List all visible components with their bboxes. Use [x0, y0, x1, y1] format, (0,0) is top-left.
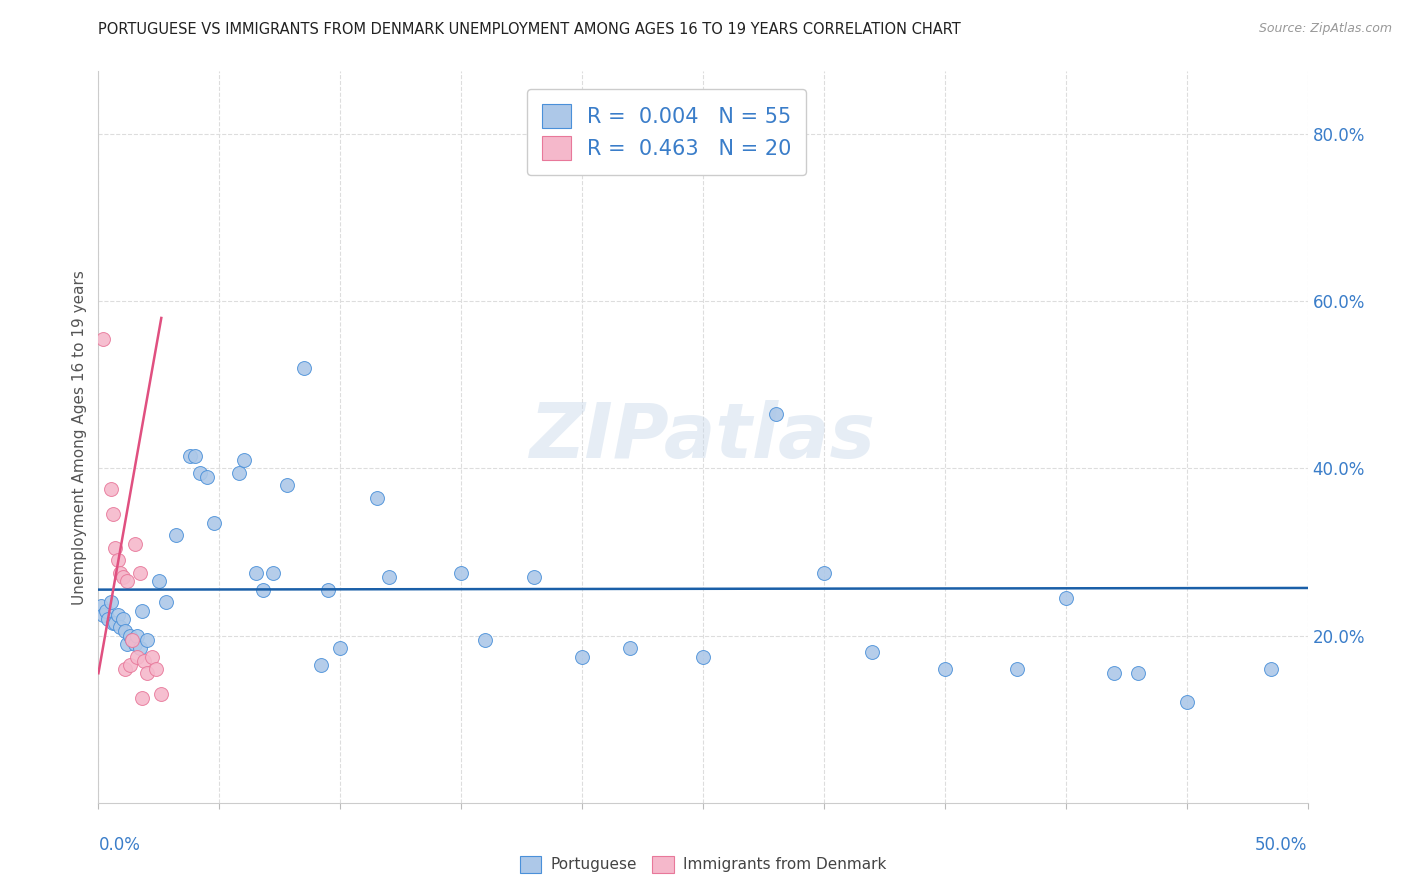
Text: Source: ZipAtlas.com: Source: ZipAtlas.com: [1258, 22, 1392, 36]
Point: [104, 616, 127, 631]
Point: [127, 649, 149, 664]
Point: [91, 607, 114, 622]
Point: [165, 528, 187, 542]
Point: [118, 629, 141, 643]
Point: [121, 632, 143, 647]
Point: [228, 466, 250, 480]
Y-axis label: Unemployment Among Ages 16 to 19 years: Unemployment Among Ages 16 to 19 years: [72, 269, 87, 605]
Point: [111, 612, 134, 626]
Point: [141, 649, 163, 664]
Point: [195, 470, 218, 484]
Point: [292, 361, 315, 376]
Point: [150, 687, 173, 701]
Point: [108, 566, 131, 580]
Point: [117, 574, 139, 589]
Point: [131, 691, 153, 706]
Point: [813, 566, 835, 580]
Point: [114, 662, 136, 676]
Point: [765, 407, 787, 421]
Point: [100, 595, 122, 609]
Point: [148, 574, 170, 589]
Point: [1260, 662, 1282, 676]
Point: [118, 657, 141, 672]
Point: [377, 570, 399, 584]
Point: [155, 595, 177, 609]
Point: [1175, 696, 1198, 710]
Point: [934, 662, 956, 676]
Point: [245, 566, 267, 580]
Point: [262, 566, 284, 580]
Point: [111, 570, 134, 584]
Point: [94, 603, 117, 617]
Point: [135, 632, 157, 647]
Point: [179, 449, 201, 463]
Point: [104, 541, 127, 555]
Point: [523, 570, 546, 584]
Point: [474, 632, 496, 647]
Point: [571, 649, 593, 664]
Point: [101, 508, 124, 522]
Point: [108, 620, 131, 634]
Point: [276, 478, 298, 492]
Text: 50.0%: 50.0%: [1256, 836, 1308, 854]
Point: [184, 449, 207, 463]
Point: [101, 616, 124, 631]
Point: [145, 662, 167, 676]
Point: [204, 516, 226, 530]
Point: [450, 566, 472, 580]
Text: ZIPatlas: ZIPatlas: [530, 401, 876, 474]
Point: [121, 632, 143, 647]
Point: [124, 536, 146, 550]
Point: [860, 645, 883, 659]
Point: [90, 599, 112, 614]
Point: [124, 637, 146, 651]
Point: [107, 607, 129, 622]
Point: [134, 654, 156, 668]
Legend: Portuguese, Immigrants from Denmark: Portuguese, Immigrants from Denmark: [513, 849, 893, 880]
Point: [127, 629, 149, 643]
Point: [114, 624, 136, 639]
Point: [1102, 666, 1125, 681]
Point: [692, 649, 714, 664]
Point: [97, 612, 120, 626]
Point: [107, 553, 129, 567]
Point: [252, 582, 274, 597]
Point: [128, 641, 150, 656]
Point: [366, 491, 388, 505]
Point: [232, 453, 254, 467]
Point: [91, 332, 114, 346]
Point: [117, 637, 139, 651]
Point: [128, 566, 150, 580]
Point: [619, 641, 641, 656]
Point: [309, 657, 332, 672]
Point: [1054, 591, 1077, 605]
Point: [131, 603, 153, 617]
Point: [1128, 666, 1150, 681]
Point: [316, 582, 339, 597]
Point: [100, 483, 122, 497]
Point: [135, 666, 157, 681]
Point: [1007, 662, 1029, 676]
Point: [188, 466, 211, 480]
Text: PORTUGUESE VS IMMIGRANTS FROM DENMARK UNEMPLOYMENT AMONG AGES 16 TO 19 YEARS COR: PORTUGUESE VS IMMIGRANTS FROM DENMARK UN…: [98, 22, 962, 37]
Text: 0.0%: 0.0%: [98, 836, 141, 854]
Point: [329, 641, 352, 656]
